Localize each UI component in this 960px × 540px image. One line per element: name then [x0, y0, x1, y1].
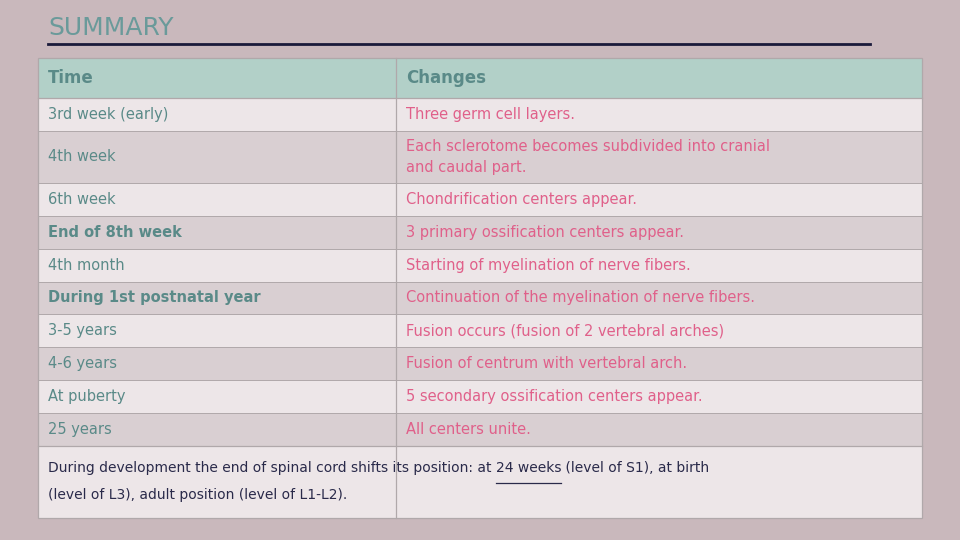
Text: 4th month: 4th month	[48, 258, 125, 273]
Text: Changes: Changes	[406, 69, 486, 87]
Bar	[38, 131, 922, 183]
Bar	[38, 281, 922, 314]
Bar	[38, 216, 922, 248]
Text: Each sclerotome becomes subdivided into cranial
and caudal part.: Each sclerotome becomes subdivided into …	[406, 139, 770, 174]
Bar	[38, 446, 922, 518]
Text: Starting of myelination of nerve fibers.: Starting of myelination of nerve fibers.	[406, 258, 691, 273]
Text: Continuation of the myelination of nerve fibers.: Continuation of the myelination of nerve…	[406, 291, 755, 306]
Text: 6th week: 6th week	[48, 192, 115, 207]
Text: 4th week: 4th week	[48, 150, 115, 164]
Text: 3rd week (early): 3rd week (early)	[48, 107, 168, 122]
Bar	[38, 380, 922, 413]
Text: All centers unite.: All centers unite.	[406, 422, 531, 437]
Bar	[38, 413, 922, 446]
Text: During 1st postnatal year: During 1st postnatal year	[48, 291, 260, 306]
Text: 25 years: 25 years	[48, 422, 111, 437]
Bar	[38, 314, 922, 347]
Text: 4-6 years: 4-6 years	[48, 356, 117, 372]
Text: 5 secondary ossification centers appear.: 5 secondary ossification centers appear.	[406, 389, 703, 404]
Text: 3 primary ossification centers appear.: 3 primary ossification centers appear.	[406, 225, 684, 240]
Text: Fusion of centrum with vertebral arch.: Fusion of centrum with vertebral arch.	[406, 356, 687, 372]
Text: At puberty: At puberty	[48, 389, 126, 404]
Bar	[38, 347, 922, 380]
Text: Three germ cell layers.: Three germ cell layers.	[406, 107, 575, 122]
Bar	[38, 98, 922, 131]
Text: End of 8th week: End of 8th week	[48, 225, 181, 240]
Bar	[38, 58, 922, 98]
Text: Time: Time	[48, 69, 94, 87]
Text: SUMMARY: SUMMARY	[48, 16, 174, 40]
Text: 3-5 years: 3-5 years	[48, 323, 117, 339]
Text: During development the end of spinal cord shifts its position: at: During development the end of spinal cor…	[48, 461, 496, 475]
Text: 24 weeks: 24 weeks	[496, 461, 562, 475]
Text: Fusion occurs (fusion of 2 vertebral arches): Fusion occurs (fusion of 2 vertebral arc…	[406, 323, 724, 339]
Text: (level of S1), at birth: (level of S1), at birth	[562, 461, 709, 475]
Bar	[38, 248, 922, 281]
Bar	[38, 58, 922, 518]
Text: Chondrification centers appear.: Chondrification centers appear.	[406, 192, 637, 207]
Bar	[38, 183, 922, 216]
Text: (level of L3), adult position (level of L1-L2).: (level of L3), adult position (level of …	[48, 488, 348, 502]
